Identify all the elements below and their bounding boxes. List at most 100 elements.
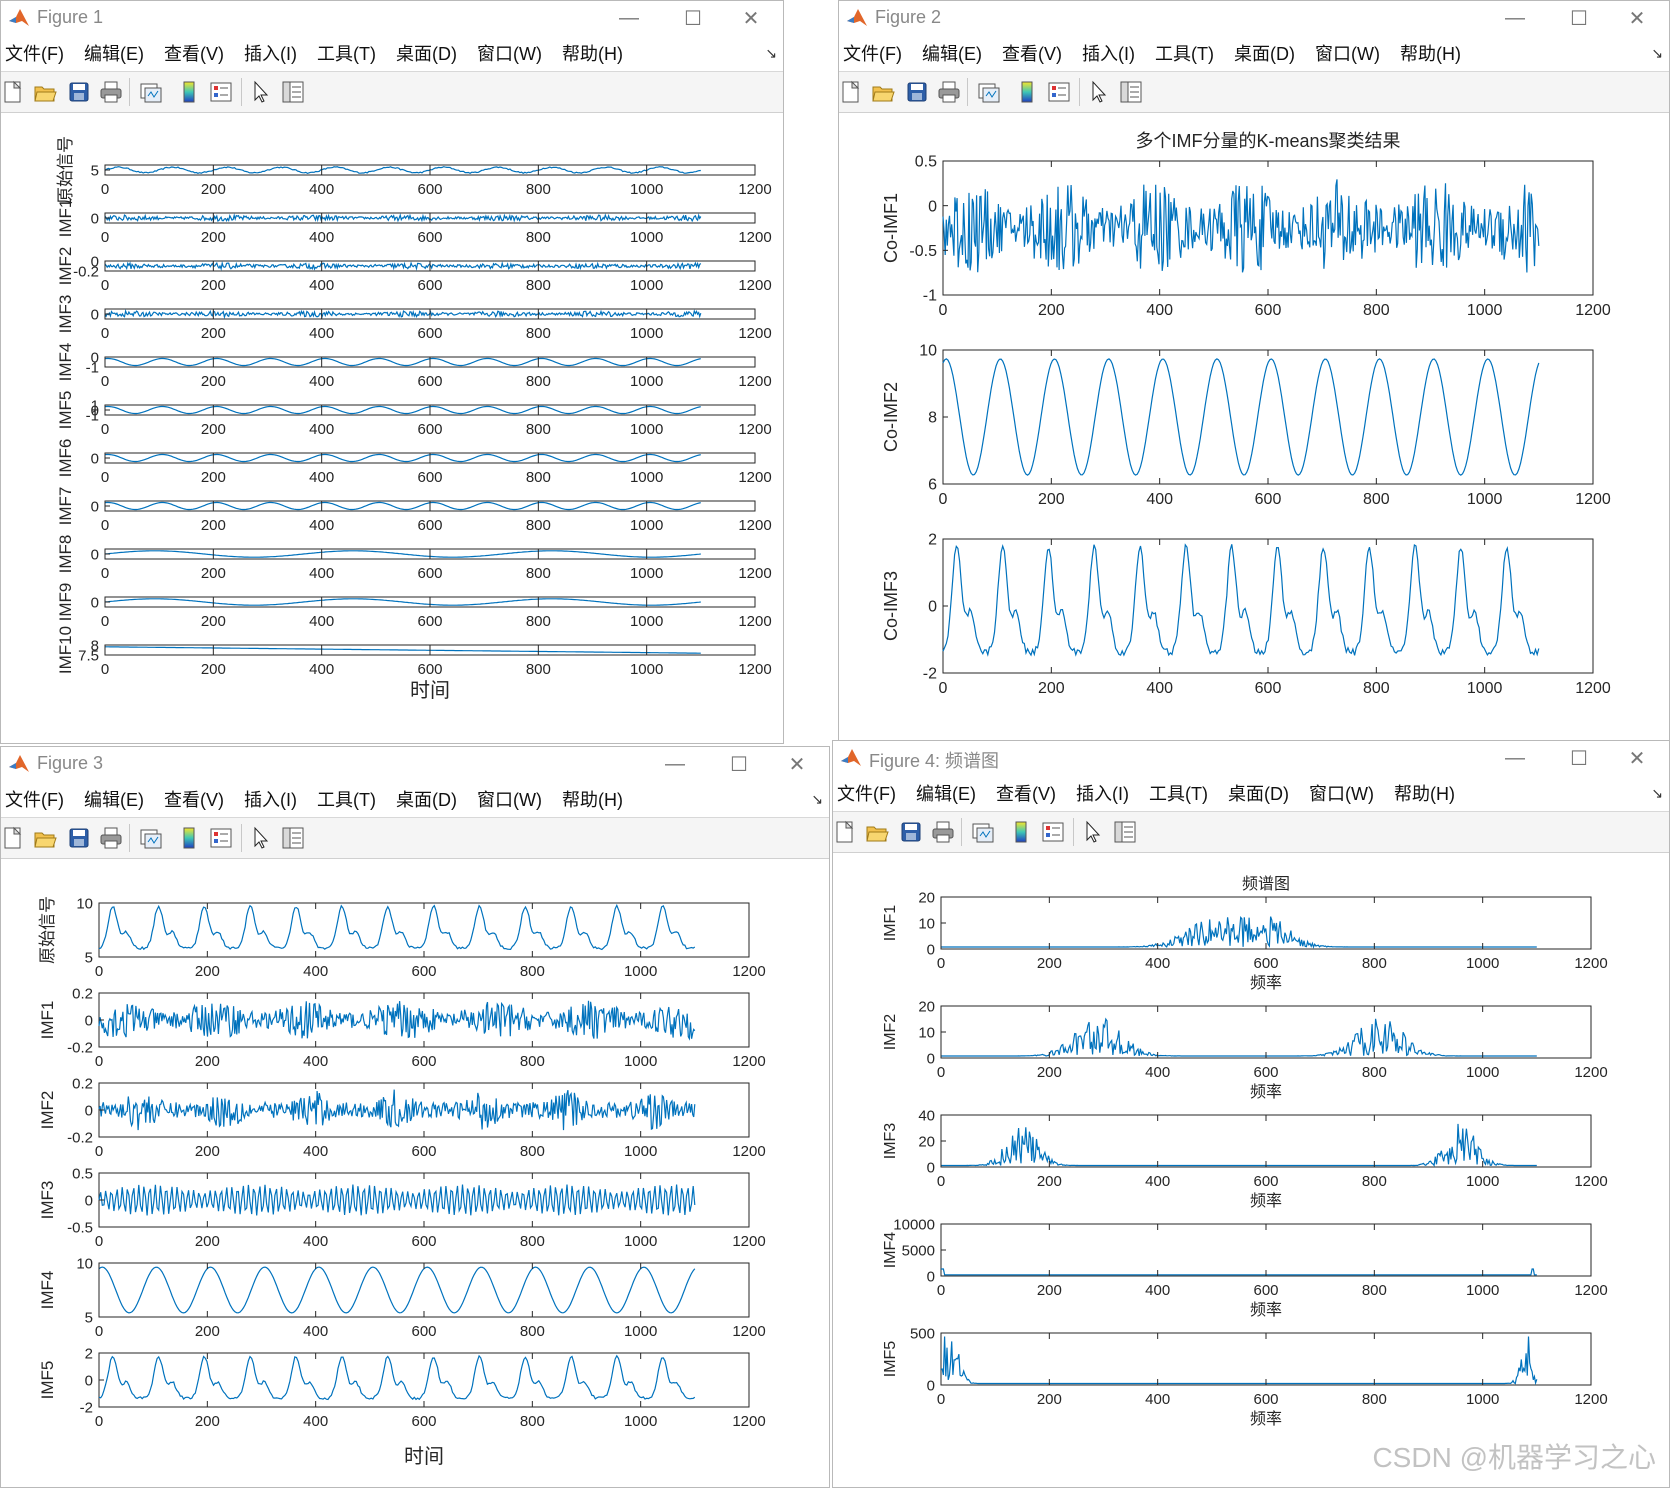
menu-item[interactable]: 查看(V) bbox=[163, 790, 224, 810]
open-file-icon[interactable] bbox=[33, 826, 57, 850]
maximize-button[interactable]: ☐ bbox=[684, 7, 702, 30]
menu-item[interactable]: 窗口(W) bbox=[476, 44, 542, 64]
property-inspector-icon[interactable] bbox=[281, 80, 305, 104]
title-bar[interactable]: Figure 2 — ☐ ✕ bbox=[839, 1, 1669, 35]
edit-plot-icon[interactable] bbox=[249, 826, 273, 850]
menu-item[interactable]: 文件(F) bbox=[5, 790, 64, 810]
figure-1-window[interactable]: Figure 1 — ☐ ✕ 文件(F) 编辑(E) 查看(V) 插入(I) 工具(T) 桌面(D… bbox=[0, 0, 784, 744]
property-inspector-icon[interactable] bbox=[1113, 820, 1137, 844]
print-icon[interactable] bbox=[99, 826, 123, 850]
new-figure-icon[interactable] bbox=[1, 826, 25, 850]
menu-item[interactable]: 桌面(D) bbox=[1233, 44, 1295, 64]
subplot-axes[interactable]: 0 200 400 600 800 1000 1200 0 IMF8 bbox=[56, 535, 772, 582]
menu-item[interactable]: 查看(V) bbox=[995, 784, 1056, 804]
link-plot-icon[interactable] bbox=[971, 820, 995, 844]
subplot-axes[interactable]: 0 200 400 600 800 1000 1200 20 10 0 IMF1 频率 bbox=[882, 889, 1608, 992]
menu-item[interactable]: 工具(T) bbox=[1154, 44, 1214, 64]
insert-colorbar-icon[interactable] bbox=[177, 826, 201, 850]
menu-item[interactable]: 插入(I) bbox=[243, 44, 297, 64]
open-file-icon[interactable] bbox=[33, 80, 57, 104]
menu-item[interactable]: 查看(V) bbox=[163, 44, 224, 64]
figure-2-window[interactable]: Figure 2 — ☐ ✕ 文件(F) 编辑(E) 查看(V) 插入(I) 工具(T) 桌面(D… bbox=[838, 0, 1670, 744]
insert-legend-icon[interactable] bbox=[209, 80, 233, 104]
subplot-axes[interactable]: 0 200 400 600 800 1000 1200 10 5 IMF4 bbox=[38, 1255, 766, 1340]
edit-plot-icon[interactable] bbox=[249, 80, 273, 104]
subplot-axes[interactable]: 0 200 400 600 800 1000 1200 0.5 0 -0.5 -1 Co-IMF1 bbox=[881, 154, 1611, 319]
subplot-axes[interactable]: 0 200 400 600 800 1000 1200 0 IMF3 bbox=[56, 295, 772, 342]
maximize-button[interactable]: ☐ bbox=[1570, 7, 1588, 30]
subplot-axes[interactable]: 0 200 400 600 800 1000 1200 0 IMF1 bbox=[56, 199, 772, 246]
property-inspector-icon[interactable] bbox=[281, 826, 305, 850]
close-button[interactable]: ✕ bbox=[1628, 7, 1646, 30]
maximize-button[interactable]: ☐ bbox=[730, 753, 748, 776]
figure-4-window[interactable]: Figure 4: 频谱图 — ☐ ✕ 文件(F) 编辑(E) 查看(V) 插入(I) 工具(T… bbox=[832, 740, 1670, 1488]
menu-item[interactable]: 工具(T) bbox=[316, 44, 376, 64]
save-icon[interactable] bbox=[67, 80, 91, 104]
menu-item[interactable]: 帮助(H) bbox=[1393, 784, 1455, 804]
subplot-axes[interactable]: 0 200 400 600 800 1000 1200 500 0 IMF5 频率 bbox=[882, 1325, 1608, 1428]
subplot-axes[interactable]: 0 200 400 600 800 1000 1200 10-1 IMF5 bbox=[56, 391, 772, 438]
subplot-axes[interactable]: 0 200 400 600 800 1000 1200 20 10 0 IMF2 频率 bbox=[882, 998, 1608, 1101]
minimize-button[interactable]: — bbox=[665, 752, 685, 775]
minimize-button[interactable]: — bbox=[1505, 746, 1525, 769]
close-button[interactable]: ✕ bbox=[788, 753, 806, 776]
subplot-axes[interactable]: 0 200 400 600 800 1000 1200 0 IMF9 bbox=[56, 583, 772, 630]
dock-arrow-icon[interactable]: ↘ bbox=[811, 791, 823, 807]
menu-item[interactable]: 编辑(E) bbox=[83, 44, 144, 64]
menu-item[interactable]: 工具(T) bbox=[316, 790, 376, 810]
minimize-button[interactable]: — bbox=[619, 6, 639, 29]
title-bar[interactable]: Figure 1 — ☐ ✕ bbox=[1, 1, 783, 35]
menu-item[interactable]: 文件(F) bbox=[837, 784, 896, 804]
menu-item[interactable]: 查看(V) bbox=[1001, 44, 1062, 64]
menu-item[interactable]: 窗口(W) bbox=[476, 790, 542, 810]
menu-item[interactable]: 插入(I) bbox=[243, 790, 297, 810]
insert-colorbar-icon[interactable] bbox=[1009, 820, 1033, 844]
menu-item[interactable]: 插入(I) bbox=[1081, 44, 1135, 64]
menu-item[interactable]: 窗口(W) bbox=[1314, 44, 1380, 64]
menu-item[interactable]: 帮助(H) bbox=[561, 44, 623, 64]
save-icon[interactable] bbox=[67, 826, 91, 850]
subplot-axes[interactable]: 0 200 400 600 800 1000 1200 0 IMF6 bbox=[56, 439, 772, 486]
link-plot-icon[interactable] bbox=[139, 80, 163, 104]
subplot-axes[interactable]: 0 200 400 600 800 1000 1200 5 原始信号 bbox=[56, 136, 772, 204]
subplot-axes[interactable]: 0 200 400 600 800 1000 1200 10 5 原始信号 bbox=[38, 895, 766, 980]
insert-legend-icon[interactable] bbox=[209, 826, 233, 850]
edit-plot-icon[interactable] bbox=[1081, 820, 1105, 844]
property-inspector-icon[interactable] bbox=[1119, 80, 1143, 104]
subplot-axes[interactable]: 0 200 400 600 800 1000 1200 0-1 IMF4 bbox=[56, 343, 772, 390]
menu-item[interactable]: 窗口(W) bbox=[1308, 784, 1374, 804]
dock-arrow-icon[interactable]: ↘ bbox=[765, 45, 777, 61]
title-bar[interactable]: Figure 4: 频谱图 — ☐ ✕ bbox=[833, 741, 1669, 775]
subplot-axes[interactable]: 0 200 400 600 800 1000 1200 10000 5000 0 IMF4 频率 bbox=[882, 1216, 1608, 1319]
title-bar[interactable]: Figure 3 — ☐ ✕ bbox=[1, 747, 829, 781]
new-figure-icon[interactable] bbox=[839, 80, 863, 104]
new-figure-icon[interactable] bbox=[833, 820, 857, 844]
insert-colorbar-icon[interactable] bbox=[1015, 80, 1039, 104]
menu-item[interactable]: 帮助(H) bbox=[1399, 44, 1461, 64]
dock-arrow-icon[interactable]: ↘ bbox=[1651, 785, 1663, 801]
new-figure-icon[interactable] bbox=[1, 80, 25, 104]
save-icon[interactable] bbox=[899, 820, 923, 844]
subplot-axes[interactable]: 0 200 400 600 800 1000 1200 0 IMF7 bbox=[56, 487, 772, 534]
open-file-icon[interactable] bbox=[871, 80, 895, 104]
dock-arrow-icon[interactable]: ↘ bbox=[1651, 45, 1663, 61]
save-icon[interactable] bbox=[905, 80, 929, 104]
print-icon[interactable] bbox=[937, 80, 961, 104]
insert-legend-icon[interactable] bbox=[1047, 80, 1071, 104]
print-icon[interactable] bbox=[931, 820, 955, 844]
menu-item[interactable]: 文件(F) bbox=[5, 44, 64, 64]
menu-item[interactable]: 编辑(E) bbox=[921, 44, 982, 64]
edit-plot-icon[interactable] bbox=[1087, 80, 1111, 104]
menu-item[interactable]: 编辑(E) bbox=[915, 784, 976, 804]
link-plot-icon[interactable] bbox=[977, 80, 1001, 104]
menu-item[interactable]: 工具(T) bbox=[1148, 784, 1208, 804]
print-icon[interactable] bbox=[99, 80, 123, 104]
menu-item[interactable]: 编辑(E) bbox=[83, 790, 144, 810]
link-plot-icon[interactable] bbox=[139, 826, 163, 850]
menu-item[interactable]: 文件(F) bbox=[843, 44, 902, 64]
insert-legend-icon[interactable] bbox=[1041, 820, 1065, 844]
